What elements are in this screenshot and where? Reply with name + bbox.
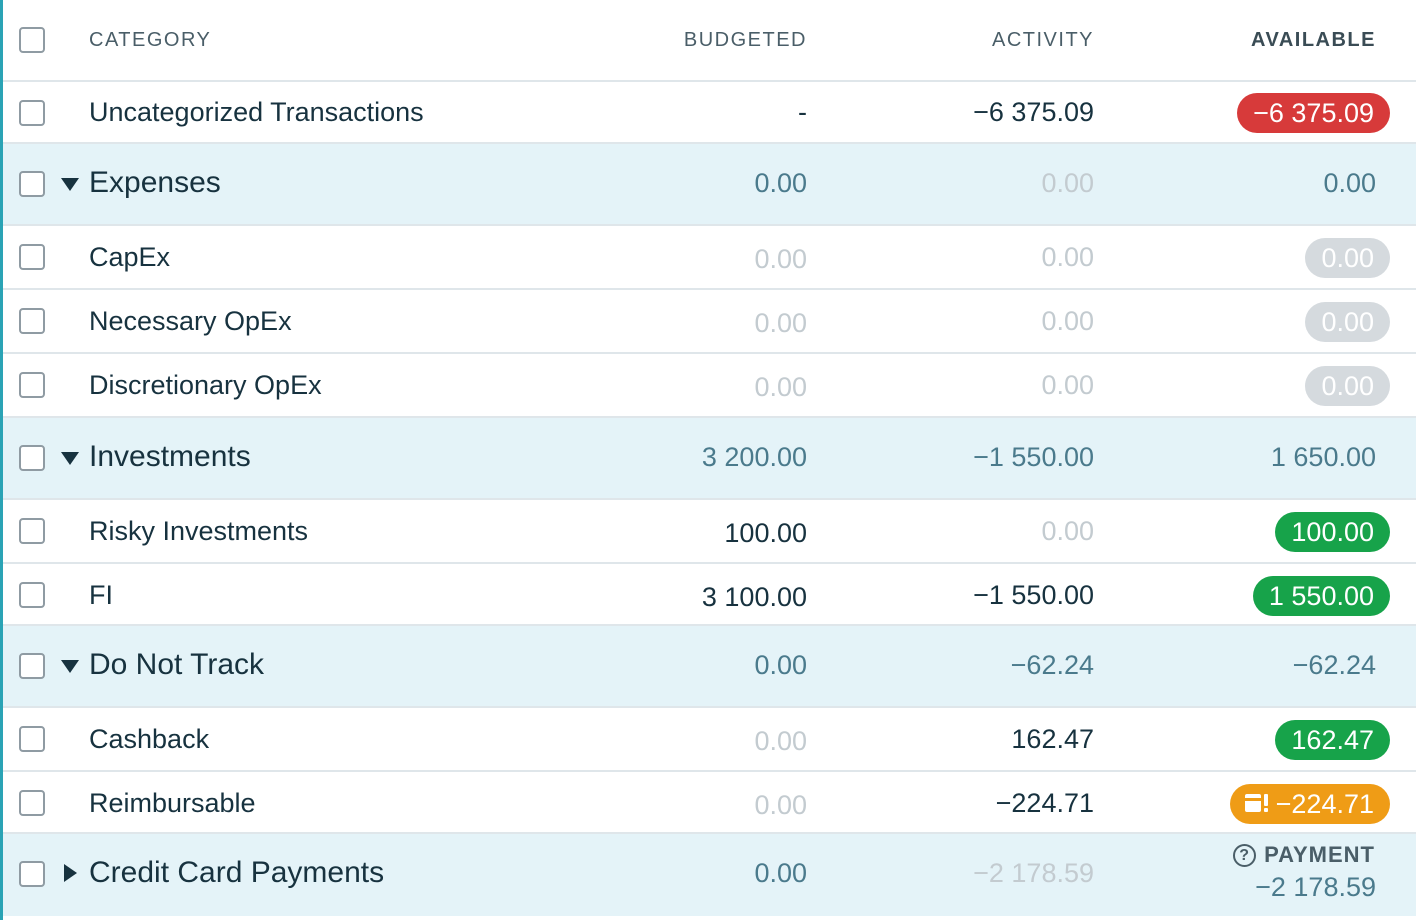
row-checkbox[interactable]: [19, 582, 45, 608]
group-checkbox[interactable]: [19, 861, 45, 887]
category-row[interactable]: Necessary OpEx 0.00 0.00 0.00: [3, 290, 1416, 354]
budgeted-value[interactable]: 0.00: [754, 244, 807, 274]
budgeted-value[interactable]: 0.00: [754, 726, 807, 756]
row-checkbox[interactable]: [19, 726, 45, 752]
budgeted-value[interactable]: 100.00: [724, 518, 807, 548]
category-group-row[interactable]: Do Not Track 0.00 −62.24 −62.24: [3, 626, 1416, 708]
activity-value: −2 178.59: [973, 858, 1094, 888]
activity-value: −1 550.00: [973, 442, 1094, 472]
group-name[interactable]: Do Not Track: [89, 648, 265, 681]
column-header-budgeted[interactable]: BUDGETED: [683, 29, 807, 51]
available-balance-pill[interactable]: 0.00: [1305, 366, 1390, 406]
select-all-checkbox[interactable]: [19, 27, 45, 53]
available-balance-pill[interactable]: 100.00: [1275, 512, 1390, 552]
category-row[interactable]: Uncategorized Transactions - −6 375.09 −…: [3, 82, 1416, 144]
row-checkbox[interactable]: [19, 372, 45, 398]
group-checkbox[interactable]: [19, 445, 45, 471]
row-checkbox[interactable]: [19, 790, 45, 816]
category-name[interactable]: Necessary OpEx: [89, 306, 292, 336]
column-header-category[interactable]: CATEGORY: [89, 29, 212, 51]
budgeted-value: 0.00: [754, 650, 807, 680]
group-checkbox[interactable]: [19, 171, 45, 197]
group-name[interactable]: Credit Card Payments: [89, 856, 385, 889]
budgeted-value: 0.00: [754, 168, 807, 198]
available-value: 0.00: [1323, 168, 1376, 198]
available-value: −62.24: [1292, 650, 1376, 680]
column-header-activity[interactable]: ACTIVITY: [991, 29, 1094, 51]
activity-value[interactable]: −224.71: [995, 788, 1094, 818]
table-header: CATEGORY BUDGETED ACTIVITY AVAILABLE: [3, 0, 1416, 82]
category-name[interactable]: FI: [89, 580, 113, 610]
budgeted-value[interactable]: 0.00: [754, 308, 807, 338]
budgeted-value: 0.00: [754, 858, 807, 888]
column-header-available[interactable]: AVAILABLE: [1251, 29, 1376, 51]
budgeted-value[interactable]: 0.00: [754, 372, 807, 402]
activity-value: 0.00: [1041, 168, 1094, 198]
credit-card-alert-icon: [1244, 793, 1268, 812]
available-balance-pill[interactable]: −6 375.09: [1237, 93, 1390, 133]
budgeted-value[interactable]: -: [798, 97, 807, 127]
group-checkbox[interactable]: [19, 653, 45, 679]
category-row[interactable]: Risky Investments 100.00 0.00 100.00: [3, 500, 1416, 564]
activity-value[interactable]: −6 375.09: [973, 97, 1094, 127]
category-name[interactable]: Risky Investments: [89, 516, 309, 546]
budget-table: CATEGORY BUDGETED ACTIVITY AVAILABLE Unc…: [3, 0, 1416, 916]
payment-label-text: PAYMENT: [1264, 842, 1375, 867]
payment-available-value: −2 178.59: [1255, 872, 1376, 902]
category-name[interactable]: Discretionary OpEx: [89, 370, 322, 400]
collapse-caret-icon[interactable]: [61, 178, 79, 191]
left-accent-bar: [0, 0, 3, 920]
available-balance-pill[interactable]: 0.00: [1305, 238, 1390, 278]
available-balance-value: −224.71: [1275, 789, 1374, 819]
category-row[interactable]: FI 3 100.00 −1 550.00 1 550.00: [3, 564, 1416, 626]
row-checkbox[interactable]: [19, 244, 45, 270]
category-row[interactable]: Cashback 0.00 162.47 162.47: [3, 708, 1416, 772]
available-balance-pill[interactable]: 162.47: [1275, 720, 1390, 760]
available-balance-pill[interactable]: −224.71: [1229, 784, 1390, 824]
budgeted-value: 3 200.00: [701, 442, 807, 472]
collapse-caret-icon[interactable]: [61, 660, 79, 673]
activity-value[interactable]: 0.00: [1041, 370, 1094, 400]
group-name[interactable]: Investments: [89, 440, 251, 473]
category-name[interactable]: Reimbursable: [89, 788, 256, 818]
category-group-row[interactable]: Credit Card Payments 0.00 −2 178.59 ? PAY…: [3, 834, 1416, 916]
row-checkbox[interactable]: [19, 518, 45, 544]
question-circle-icon[interactable]: ?: [1233, 844, 1257, 867]
available-balance-pill[interactable]: 1 550.00: [1252, 576, 1390, 616]
collapse-caret-icon[interactable]: [61, 452, 79, 465]
activity-value[interactable]: 0.00: [1041, 242, 1094, 272]
category-group-row[interactable]: Expenses 0.00 0.00 0.00: [3, 144, 1416, 226]
category-row[interactable]: CapEx 0.00 0.00 0.00: [3, 226, 1416, 290]
row-checkbox[interactable]: [19, 308, 45, 334]
activity-value[interactable]: 162.47: [1011, 724, 1094, 754]
budgeted-value[interactable]: 0.00: [754, 790, 807, 820]
available-value: 1 650.00: [1270, 442, 1376, 472]
category-name[interactable]: Uncategorized Transactions: [89, 97, 424, 127]
category-group-row[interactable]: Investments 3 200.00 −1 550.00 1 650.00: [3, 418, 1416, 500]
payment-label[interactable]: ? PAYMENT: [1233, 842, 1375, 868]
category-name[interactable]: CapEx: [89, 242, 171, 272]
category-name[interactable]: Cashback: [89, 724, 210, 754]
activity-value: −62.24: [1010, 650, 1094, 680]
category-row[interactable]: Discretionary OpEx 0.00 0.00 0.00: [3, 354, 1416, 418]
row-checkbox[interactable]: [19, 100, 45, 126]
activity-value[interactable]: 0.00: [1041, 306, 1094, 336]
available-balance-pill[interactable]: 0.00: [1305, 302, 1390, 342]
group-name[interactable]: Expenses: [89, 166, 221, 199]
activity-value[interactable]: 0.00: [1041, 516, 1094, 546]
expand-caret-icon[interactable]: [64, 864, 77, 882]
activity-value[interactable]: −1 550.00: [973, 580, 1094, 610]
category-row[interactable]: Reimbursable 0.00 −224.71 −224.71: [3, 772, 1416, 834]
budgeted-value[interactable]: 3 100.00: [701, 582, 807, 612]
